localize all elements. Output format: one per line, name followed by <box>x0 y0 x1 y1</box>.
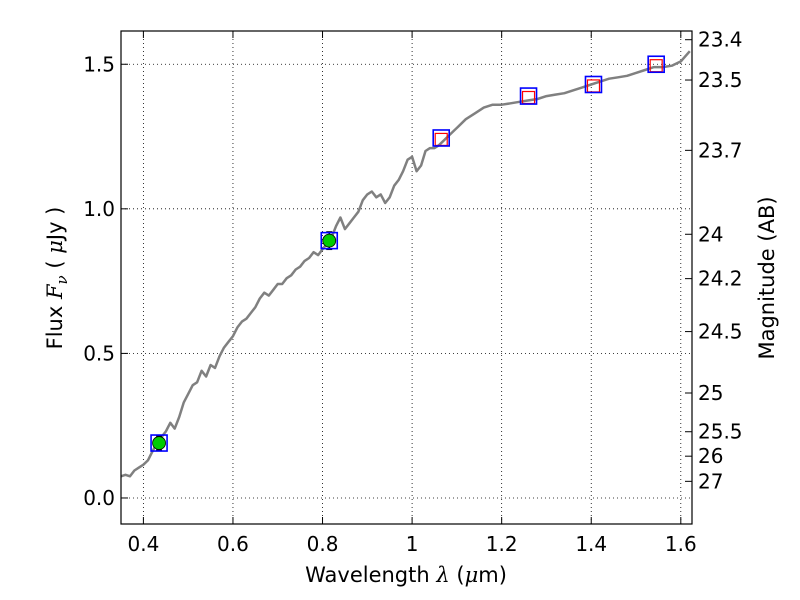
mag-tick-label: 23.7 <box>698 138 743 162</box>
y-axis-title: Flux Fν ( μJy ) <box>43 207 71 350</box>
mag-tick-label: 24.5 <box>698 320 743 344</box>
mag-tick-label: 24.2 <box>698 267 743 291</box>
model-photometry-point <box>150 434 168 452</box>
x-tick-label: 1.2 <box>486 532 518 556</box>
y-tick-label: 1.0 <box>83 197 115 221</box>
x-tick-label: 0.6 <box>217 532 249 556</box>
y-tick-label: 1.5 <box>83 52 115 76</box>
plot-frame <box>120 30 693 525</box>
y2-axis-title: Magnitude (AB) <box>755 196 779 359</box>
mag-tick-label: 25.5 <box>698 420 743 444</box>
x-tick-label: 1.4 <box>575 532 607 556</box>
x-tick-label: 1 <box>406 532 419 556</box>
mag-tick-label: 26 <box>698 444 723 468</box>
y-tick-label: 0.0 <box>83 486 115 510</box>
mag-tick-label: 23.4 <box>698 28 743 52</box>
x-axis-title: Wavelength λ (μm) <box>305 563 507 587</box>
x-tick-label: 0.8 <box>307 532 339 556</box>
y-tick-label: 0.5 <box>83 341 115 365</box>
mag-tick-label: 27 <box>698 469 723 493</box>
tick-labels: 0.4 0.6 0.8 1 1.2 1.4 1.6 0.0 0.5 1.0 1.5 23.4 23.5 2… <box>83 28 742 556</box>
tick-marks <box>121 31 692 524</box>
model-photometry-point <box>320 231 339 250</box>
model-photometry-point <box>647 55 665 74</box>
model-sed-line <box>120 50 691 478</box>
x-tick-label: 0.4 <box>127 532 159 556</box>
observed-detection-point <box>152 436 166 450</box>
x-tick-label: 1.6 <box>665 532 697 556</box>
model-photometry-point <box>584 75 603 94</box>
model-photometry-point <box>432 129 451 147</box>
mag-tick-label: 23.5 <box>698 68 743 92</box>
observed-detection-point <box>322 233 337 248</box>
mag-tick-label: 25 <box>698 381 723 405</box>
plot-series <box>120 50 691 478</box>
mag-tick-label: 24 <box>698 222 723 246</box>
model-photometry-point <box>519 87 538 105</box>
